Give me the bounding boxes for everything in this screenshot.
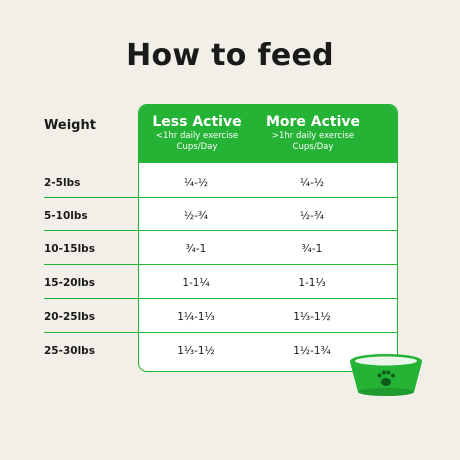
row-weight-label: 20-25lbs: [44, 311, 95, 323]
page-title: How to feed: [126, 38, 334, 73]
weight-header: Weight: [44, 118, 96, 133]
row-divider: [44, 298, 398, 299]
row-more-active-value: ¾-1: [301, 243, 323, 255]
row-more-active-value: ¼-½: [299, 177, 325, 189]
row-weight-label: 25-30lbs: [44, 345, 95, 357]
column-subtitle: <1hr daily exercise: [155, 131, 239, 141]
dog-bowl-icon: [350, 354, 422, 396]
row-weight-label: 15-20lbs: [44, 277, 95, 289]
row-less-active-value: 1¼-1⅓: [177, 311, 215, 323]
column-subtitle: >1hr daily exercise: [271, 131, 355, 141]
row-divider: [44, 230, 398, 231]
row-more-active-value: ½-¾: [299, 210, 325, 222]
row-less-active-value: ¾-1: [185, 243, 207, 255]
row-weight-label: 5-10lbs: [44, 210, 88, 222]
table-header: Less Active <1hr daily exercise Cups/Day…: [139, 105, 397, 163]
column-unit: Cups/Day: [292, 142, 334, 152]
row-divider: [44, 197, 398, 198]
feeding-table-panel: Less Active <1hr daily exercise Cups/Day…: [138, 104, 398, 372]
row-less-active-value: ½-¾: [183, 210, 209, 222]
paw-icon: [377, 370, 395, 386]
column-header-more-active: More Active >1hr daily exercise Cups/Day: [255, 113, 371, 153]
column-header-less-active: Less Active <1hr daily exercise Cups/Day: [139, 113, 255, 153]
row-less-active-value: 1⅓-1½: [177, 345, 215, 357]
row-more-active-value: 1½-1¾: [293, 345, 331, 357]
column-title: More Active: [265, 114, 361, 130]
row-more-active-value: 1-1⅓: [298, 277, 326, 289]
row-weight-label: 2-5lbs: [44, 177, 81, 189]
column-title: Less Active: [152, 114, 242, 130]
column-unit: Cups/Day: [176, 142, 218, 152]
row-less-active-value: ¼-½: [183, 177, 209, 189]
row-divider: [44, 264, 398, 265]
row-weight-label: 10-15lbs: [44, 243, 95, 255]
row-less-active-value: 1-1¼: [182, 277, 210, 289]
row-more-active-value: 1⅓-1½: [293, 311, 331, 323]
row-divider: [44, 332, 398, 333]
